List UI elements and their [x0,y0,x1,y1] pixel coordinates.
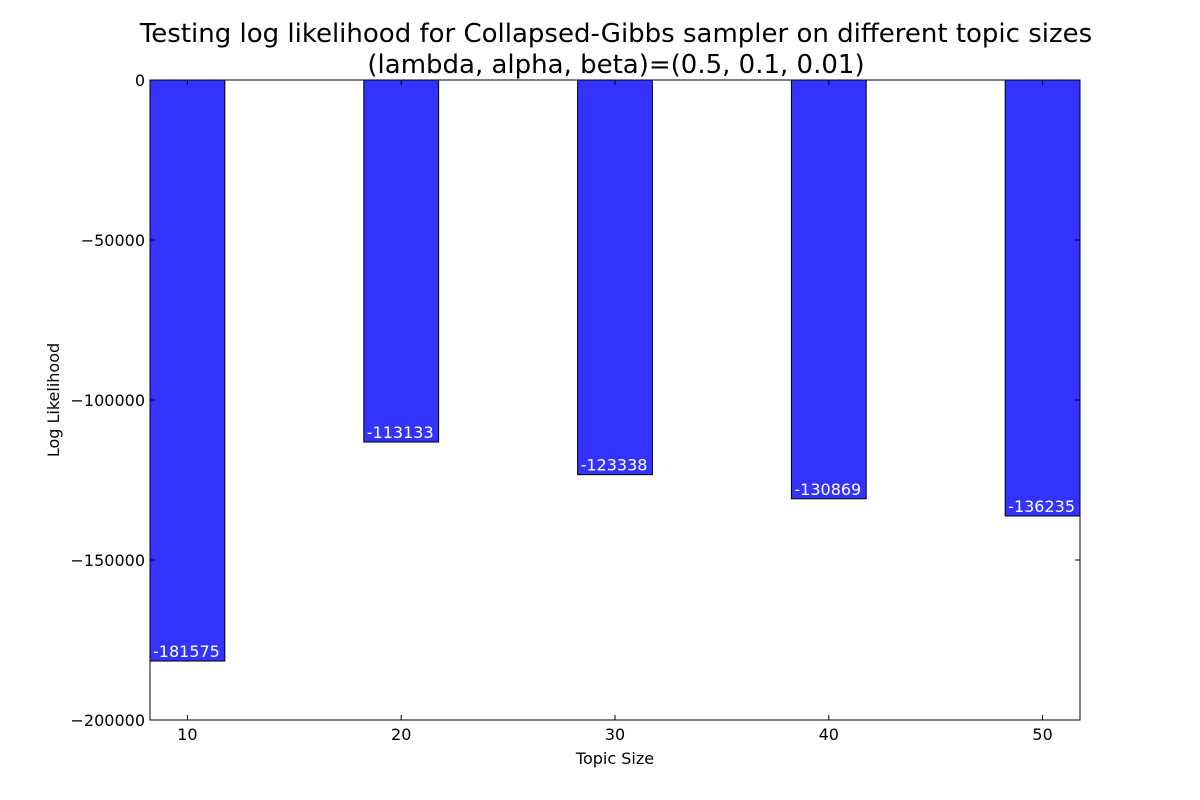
chart-subtitle: (lambda, alpha, beta)=(0.5, 0.1, 0.01) [367,50,864,80]
data-label-10: -181575 [153,642,220,661]
x-axis-label: Topic Size [575,749,654,768]
x-tick-label: 20 [391,725,411,744]
bar-50 [1004,79,1081,517]
bar-30 [577,79,653,476]
data-label-20: -113133 [367,423,434,442]
x-tick-label: 30 [605,725,625,744]
ticks-group: 0 −50000 −100000 −150000 −200000 10 20 30 40 50 [71,71,1080,744]
y-tick-label: −100000 [71,391,145,410]
x-tick-label: 10 [177,725,197,744]
bar-40 [790,79,867,500]
bar-20 [363,79,440,443]
bar-10 [149,79,226,662]
data-label-40: -130869 [794,480,861,499]
chart-title: Testing log likelihood for Collapsed-Gib… [139,19,1092,49]
x-tick-label: 40 [819,725,839,744]
y-tick-label: −50000 [81,231,145,250]
x-tick-label: 50 [1032,725,1052,744]
bars-group: -181575 -113133 -123338 -130869 -136235 [149,79,1081,662]
y-tick-label: 0 [135,71,145,90]
y-axis-label: Log Likelihood [44,343,63,457]
y-tick-label: −150000 [71,551,145,570]
data-label-30: -123338 [581,456,648,475]
y-tick-label: −200000 [71,711,145,730]
data-label-50: -136235 [1008,497,1075,516]
